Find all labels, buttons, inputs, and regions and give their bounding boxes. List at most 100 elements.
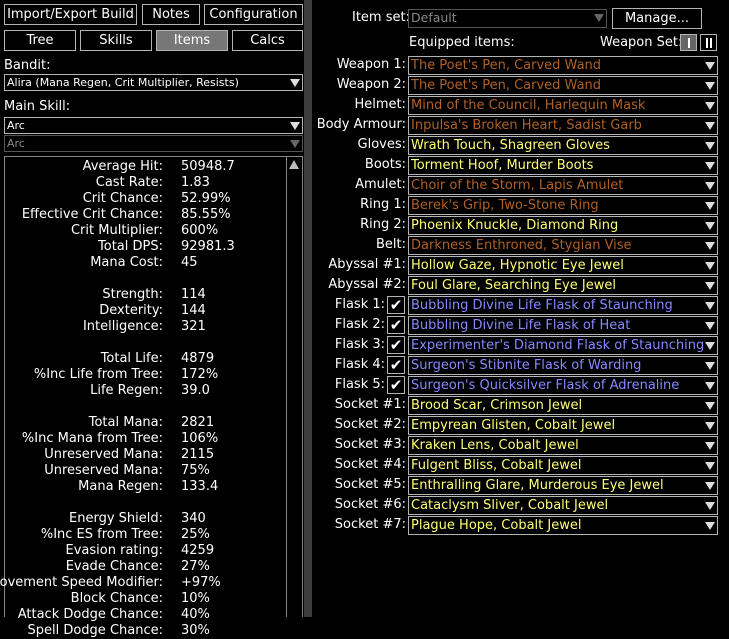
checkmark-icon: ✔ xyxy=(389,336,403,354)
skill-part-select[interactable]: Arc xyxy=(4,135,303,152)
stat-value: 1.83 xyxy=(181,175,210,190)
manage-button[interactable]: Manage... xyxy=(612,8,702,29)
stats-panel: Average Hit: 50948.7 Cast Rate: 1.83 Crit Ch… xyxy=(0,156,303,638)
stat-label: Mana Regen: xyxy=(78,479,163,494)
slot-item-name: Torment Hoof, Murder Boots xyxy=(411,158,594,173)
chevron-down-icon xyxy=(705,282,715,290)
slot-item-name: Surgeon's Stibnite Flask of Warding xyxy=(411,358,642,373)
panel-divider[interactable] xyxy=(304,0,312,617)
slot-item-select[interactable]: Empyrean Glisten, Cobalt Jewel xyxy=(408,416,718,435)
slot-item-select[interactable]: Surgeon's Stibnite Flask of Warding xyxy=(408,356,718,375)
slot-item-select[interactable]: Torment Hoof, Murder Boots xyxy=(408,156,718,175)
stat-label: Mana Cost: xyxy=(90,255,163,270)
scroll-up-icon[interactable] xyxy=(289,160,299,169)
slot-item-name: Experimenter's Diamond Flask of Staunchi… xyxy=(411,338,705,353)
stat-label: Movement Speed Modifier: xyxy=(0,575,163,590)
slot-label: Amulet: xyxy=(355,177,406,192)
stat-label: %Inc ES from Tree: xyxy=(40,527,163,542)
slot-item-select[interactable]: The Poet's Pen, Carved Wand xyxy=(408,56,718,75)
slot-item-select[interactable]: Phoenix Knuckle, Diamond Ring xyxy=(408,216,718,235)
stat-value: 2115 xyxy=(181,447,215,462)
stat-label: Cast Rate: xyxy=(95,175,163,190)
slot-item-select[interactable]: Surgeon's Quicksilver Flask of Adrenalin… xyxy=(408,376,718,395)
item-set-select[interactable]: Default xyxy=(408,9,607,28)
slot-item-select[interactable]: Wrath Touch, Shagreen Gloves xyxy=(408,136,718,155)
notes-button[interactable]: Notes xyxy=(142,4,200,25)
stat-row: Movement Speed Modifier: +97% xyxy=(0,575,287,591)
slot-item-select[interactable]: Fulgent Bliss, Cobalt Jewel xyxy=(408,456,718,475)
slot-label: Ring 2: xyxy=(360,217,406,232)
flask-active-checkbox[interactable]: ✔ xyxy=(387,376,405,394)
tab-tree[interactable]: Tree xyxy=(4,30,76,51)
weapon-set-2-button[interactable] xyxy=(700,34,717,51)
slot-item-name: Bubbling Divine Life Flask of Heat xyxy=(411,318,631,333)
import-export-button[interactable]: Import/Export Build xyxy=(4,4,137,25)
weapon-set-1-button[interactable] xyxy=(680,34,697,51)
slot-item-select[interactable]: Plague Hope, Cobalt Jewel xyxy=(408,516,718,535)
stat-value: 172% xyxy=(181,367,219,382)
flask-active-checkbox[interactable]: ✔ xyxy=(387,316,405,334)
slot-label: Gloves: xyxy=(357,137,406,152)
roman-two-icon xyxy=(706,38,708,48)
stat-value: 106% xyxy=(181,431,219,446)
flask-active-checkbox[interactable]: ✔ xyxy=(387,356,405,374)
roman-two-icon-bar xyxy=(710,38,712,48)
stat-row: %Inc ES from Tree: 25% xyxy=(5,527,287,543)
item-set-value: Default xyxy=(411,10,457,25)
slot-item-select[interactable]: Hollow Gaze, Hypnotic Eye Jewel xyxy=(408,256,718,275)
slot-item-select[interactable]: Kraken Lens, Cobalt Jewel xyxy=(408,436,718,455)
stat-label: Spell Dodge Chance: xyxy=(27,623,163,638)
slot-item-select[interactable]: Bubbling Divine Life Flask of Staunching xyxy=(408,296,718,315)
chevron-down-icon xyxy=(705,402,715,410)
slot-item-select[interactable]: Berek's Grip, Two-Stone Ring xyxy=(408,196,718,215)
stat-label: %Inc Life from Tree: xyxy=(33,367,163,382)
stat-label: Attack Dodge Chance: xyxy=(17,607,163,622)
main-skill-label: Main Skill: xyxy=(4,99,71,114)
slot-item-name: Mind of the Council, Harlequin Mask xyxy=(411,98,646,113)
stat-row: Evasion rating: 4259 xyxy=(5,543,287,559)
main-skill-value: Arc xyxy=(7,119,25,132)
slot-item-name: Choir of the Storm, Lapis Amulet xyxy=(411,178,624,193)
slot-item-select[interactable]: The Poet's Pen, Carved Wand xyxy=(408,76,718,95)
slot-item-select[interactable]: Inpulsa's Broken Heart, Sadist Garb xyxy=(408,116,718,135)
slot-label: Abyssal #1: xyxy=(328,257,406,272)
bandit-select[interactable]: Alira (Mana Regen, Crit Multiplier, Resi… xyxy=(4,74,303,91)
chevron-down-icon xyxy=(705,522,715,530)
configuration-button[interactable]: Configuration xyxy=(204,4,303,25)
chevron-down-icon xyxy=(705,222,715,230)
stat-value: 30% xyxy=(181,623,210,638)
stats-scrollbar[interactable] xyxy=(286,157,302,617)
chevron-down-icon xyxy=(705,142,715,150)
slot-item-select[interactable]: Bubbling Divine Life Flask of Heat xyxy=(408,316,718,335)
tab-skills[interactable]: Skills xyxy=(80,30,152,51)
slot-item-name: Brood Scar, Crimson Jewel xyxy=(411,398,583,413)
slot-item-select[interactable]: Cataclysm Sliver, Cobalt Jewel xyxy=(408,496,718,515)
stat-value: +97% xyxy=(181,575,221,590)
slot-item-select[interactable]: Foul Glare, Searching Eye Jewel xyxy=(408,276,718,295)
main-skill-select[interactable]: Arc xyxy=(4,117,303,134)
slot-item-select[interactable]: Darkness Enthroned, Stygian Vise xyxy=(408,236,718,255)
stat-value: 45 xyxy=(181,255,198,270)
flask-active-checkbox[interactable]: ✔ xyxy=(387,336,405,354)
stat-value: 25% xyxy=(181,527,210,542)
slot-item-select[interactable]: Enthralling Glare, Murderous Eye Jewel xyxy=(408,476,718,495)
slot-item-name: Bubbling Divine Life Flask of Staunching xyxy=(411,298,673,313)
slot-label: Socket #6: xyxy=(334,497,406,512)
stat-value: 39.0 xyxy=(181,383,210,398)
tab-calcs[interactable]: Calcs xyxy=(232,30,303,51)
slot-item-select[interactable]: Mind of the Council, Harlequin Mask xyxy=(408,96,718,115)
tab-items[interactable]: Items xyxy=(156,30,228,51)
slot-item-name: Cataclysm Sliver, Cobalt Jewel xyxy=(411,498,609,513)
chevron-down-icon xyxy=(290,122,300,130)
slot-item-name: Surgeon's Quicksilver Flask of Adrenalin… xyxy=(411,378,680,393)
slot-item-select[interactable]: Experimenter's Diamond Flask of Staunchi… xyxy=(408,336,718,355)
slot-label: Socket #3: xyxy=(334,437,406,452)
slot-item-name: Inpulsa's Broken Heart, Sadist Garb xyxy=(411,118,642,133)
slot-item-select[interactable]: Brood Scar, Crimson Jewel xyxy=(408,396,718,415)
slot-item-select[interactable]: Choir of the Storm, Lapis Amulet xyxy=(408,176,718,195)
bandit-label: Bandit: xyxy=(4,58,51,73)
stat-label: Dexterity: xyxy=(99,303,163,318)
checkmark-icon: ✔ xyxy=(389,356,403,374)
chevron-down-icon xyxy=(705,82,715,90)
flask-active-checkbox[interactable]: ✔ xyxy=(387,296,405,314)
